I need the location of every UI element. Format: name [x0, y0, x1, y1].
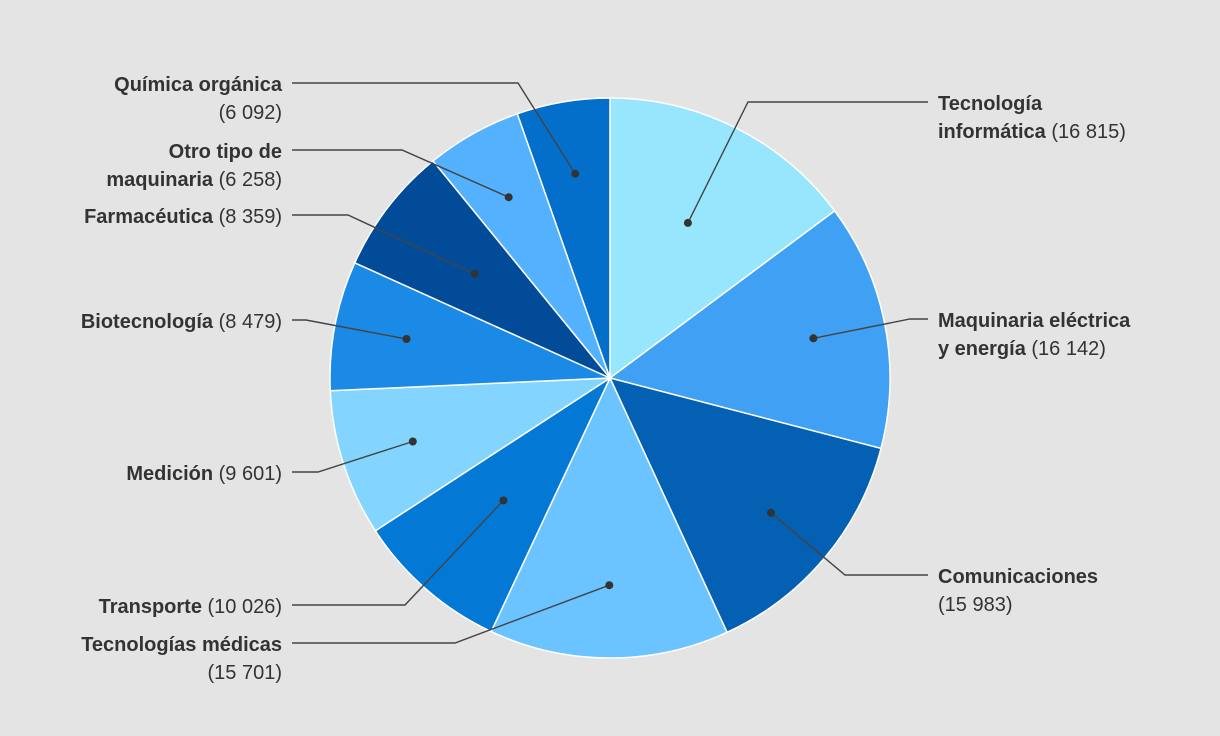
pie-slice-7: [353, 159, 611, 379]
slice-value: (16 815): [1046, 121, 1126, 143]
leader-line-4: [292, 500, 504, 606]
leader-line-6: [292, 319, 407, 340]
slice-value: (8 359): [213, 206, 282, 228]
slice-label-7-line-0: Farmacéutica (8 359): [84, 206, 282, 228]
leader-line-2: [770, 512, 928, 576]
leader-dot-4: [499, 496, 508, 505]
leader-dot-7: [470, 269, 479, 278]
slice-labels: Tecnología informática (16 815) Maquinaria…: [81, 74, 1131, 684]
leader-dot-0: [683, 218, 692, 227]
pie-slice-3: [490, 376, 729, 659]
leader-line-5: [292, 440, 414, 473]
leader-dot-2: [767, 508, 775, 517]
leader-line-3: [292, 584, 610, 644]
leader-line-0: [687, 101, 928, 224]
slice-label-3-line-1: (15 701): [208, 662, 283, 684]
leader-dot-8: [504, 193, 513, 202]
leader-dot-5: [408, 437, 417, 446]
slice-name: Biotecnología: [81, 311, 214, 333]
slice-value: (15 983): [938, 594, 1013, 616]
slice-label-8-line-0: Otro tipo de: [169, 141, 282, 163]
slice-value: (16 142): [1026, 338, 1106, 360]
slice-name: Transporte: [99, 596, 202, 618]
slice-value: (9 601): [213, 463, 282, 485]
slice-value: (10 026): [202, 596, 282, 618]
slice-label-2-line-1: (15 983): [938, 594, 1013, 616]
slice-label-3-line-0: Tecnologías médicas: [81, 634, 282, 656]
leader-dot-1: [809, 334, 818, 343]
slice-name: Tecnologías médicas: [81, 634, 282, 656]
pie-slice-9: [516, 97, 611, 379]
slice-name: informática: [938, 121, 1047, 143]
slice-label-2-line-0: Comunicaciones: [938, 566, 1098, 588]
slice-name: y energía: [938, 338, 1027, 360]
leader-line-7: [292, 214, 475, 275]
slice-name: Medición: [126, 463, 213, 485]
slice-value: (15 701): [208, 662, 283, 684]
slice-label-5-line-0: Medición (9 601): [126, 463, 282, 485]
slice-value: (6 092): [219, 102, 282, 124]
pie-slice-4: [374, 375, 612, 633]
leader-dot-3: [605, 581, 614, 590]
slice-label-9-line-1: (6 092): [219, 102, 282, 124]
slice-label-6-line-0: Biotecnología (8 479): [81, 311, 282, 333]
slice-label-1-line-1: y energía (16 142): [938, 338, 1106, 360]
slice-label-0-line-0: Tecnología: [938, 93, 1043, 115]
leader-dot-9: [571, 169, 580, 178]
slice-label-8-line-1: maquinaria (6 258): [106, 169, 282, 191]
slice-label-0-line-1: informática (16 815): [938, 121, 1126, 143]
leader-dot-6: [402, 335, 411, 343]
slice-name: Comunicaciones: [938, 566, 1098, 588]
slice-name: Farmacéutica: [84, 206, 214, 228]
slice-value: (6 258): [213, 169, 282, 191]
slice-name: maquinaria: [106, 169, 214, 191]
leader-line-1: [813, 318, 928, 339]
slice-name: Química orgánica: [114, 74, 283, 96]
leader-lines: [292, 82, 928, 644]
slice-value: (8 479): [213, 311, 282, 333]
slice-label-9-line-0: Química orgánica: [114, 74, 283, 96]
slice-label-1-line-0: Maquinaria eléctrica: [938, 310, 1131, 332]
slice-label-4-line-0: Transporte (10 026): [99, 596, 282, 618]
leader-line-9: [292, 82, 576, 175]
slice-name: Maquinaria eléctrica: [938, 310, 1131, 332]
leader-line-8: [292, 149, 509, 198]
slice-name: Otro tipo de: [169, 141, 282, 163]
slice-name: Tecnología: [938, 93, 1043, 115]
pie-slices: [329, 97, 891, 659]
